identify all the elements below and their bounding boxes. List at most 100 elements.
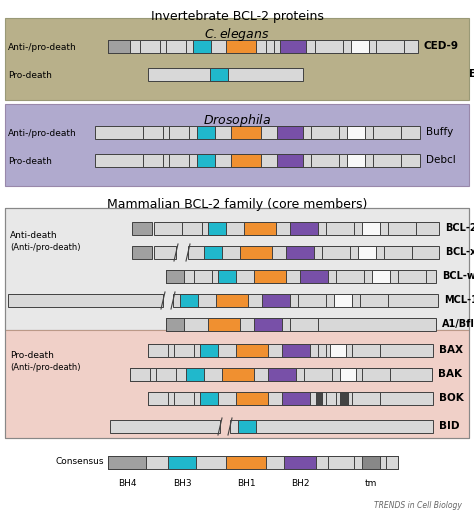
Bar	[216, 294, 248, 307]
Bar	[262, 294, 290, 307]
Text: CED-9: CED-9	[424, 41, 459, 51]
Bar	[168, 456, 196, 469]
Bar	[110, 420, 220, 433]
Text: BH1: BH1	[237, 479, 255, 488]
Bar	[148, 392, 433, 405]
Bar	[5, 330, 469, 438]
Text: BAX: BAX	[439, 345, 463, 355]
Bar	[326, 392, 336, 405]
Bar	[5, 208, 469, 438]
Bar	[182, 222, 202, 235]
Bar	[236, 344, 268, 357]
Bar	[132, 222, 152, 235]
Bar	[166, 40, 186, 53]
Text: EGL-1: EGL-1	[469, 69, 474, 79]
Bar	[362, 368, 390, 381]
Bar	[173, 294, 438, 307]
Bar	[328, 456, 354, 469]
Text: BOK: BOK	[439, 393, 464, 403]
Text: Pro-death: Pro-death	[8, 157, 52, 167]
Bar	[194, 270, 212, 283]
Text: Anti-/pro-death: Anti-/pro-death	[8, 130, 77, 139]
Text: Mammalian BCL-2 family (core members): Mammalian BCL-2 family (core members)	[107, 198, 367, 211]
Bar	[352, 392, 380, 405]
Bar	[351, 40, 369, 53]
Bar	[311, 154, 339, 167]
Bar	[240, 246, 272, 259]
Bar	[315, 40, 343, 53]
Bar	[362, 456, 380, 469]
Bar	[186, 368, 204, 381]
Bar	[347, 126, 365, 139]
Bar	[210, 68, 228, 81]
Bar	[238, 420, 256, 433]
Bar	[254, 318, 282, 331]
Bar	[398, 270, 426, 283]
Bar	[322, 246, 350, 259]
Text: BCL-w: BCL-w	[442, 271, 474, 281]
Text: $Drosophila$: $Drosophila$	[203, 112, 271, 129]
Bar	[108, 456, 146, 469]
Bar	[132, 246, 152, 259]
Bar	[154, 222, 439, 235]
Bar	[231, 154, 261, 167]
Text: TRENDS in Cell Biology: TRENDS in Cell Biology	[374, 501, 462, 510]
Bar	[373, 154, 401, 167]
Text: Anti-death: Anti-death	[10, 231, 58, 240]
Bar	[130, 368, 432, 381]
Bar	[148, 68, 303, 81]
Bar	[286, 246, 314, 259]
Bar	[143, 126, 163, 139]
Bar	[226, 456, 266, 469]
Bar	[290, 222, 318, 235]
Bar	[384, 246, 412, 259]
Bar	[330, 344, 346, 357]
Text: $C. elegans$: $C. elegans$	[204, 26, 270, 43]
Bar	[334, 294, 352, 307]
Text: Debcl: Debcl	[426, 155, 456, 165]
Bar	[166, 318, 436, 331]
Bar	[311, 126, 339, 139]
Bar	[352, 344, 380, 357]
Bar	[316, 392, 322, 405]
Bar	[5, 208, 469, 330]
Bar	[290, 318, 318, 331]
Bar	[277, 154, 303, 167]
Bar	[300, 270, 328, 283]
Bar	[360, 294, 388, 307]
Bar	[197, 154, 215, 167]
Bar	[166, 270, 184, 283]
Bar	[266, 40, 274, 53]
Bar	[188, 246, 439, 259]
Bar	[336, 270, 364, 283]
Bar	[236, 392, 268, 405]
Text: Buffy: Buffy	[426, 127, 453, 137]
Text: (Anti-/pro-death): (Anti-/pro-death)	[10, 243, 81, 253]
Bar	[166, 318, 184, 331]
Text: Invertebrate BCL-2 proteins: Invertebrate BCL-2 proteins	[151, 10, 323, 23]
Bar	[200, 392, 218, 405]
Bar	[156, 368, 176, 381]
Text: Anti-/pro-death: Anti-/pro-death	[8, 44, 77, 52]
Bar	[376, 40, 404, 53]
Bar	[208, 222, 226, 235]
Text: (Anti-/pro-death): (Anti-/pro-death)	[10, 363, 81, 373]
Bar	[218, 270, 236, 283]
Bar	[231, 126, 261, 139]
Bar	[169, 154, 189, 167]
Bar	[193, 40, 211, 53]
Bar	[222, 368, 254, 381]
Text: BCL-x$_L$: BCL-x$_L$	[445, 245, 474, 259]
Bar	[130, 368, 150, 381]
Bar	[254, 270, 286, 283]
Bar	[282, 344, 310, 357]
Text: Pro-death: Pro-death	[10, 351, 54, 361]
Bar	[362, 222, 380, 235]
Text: BCL-2: BCL-2	[445, 223, 474, 233]
Bar	[169, 126, 189, 139]
Text: BH2: BH2	[291, 479, 309, 488]
Bar	[373, 126, 401, 139]
Bar	[8, 294, 163, 307]
Bar	[298, 294, 326, 307]
Bar	[154, 246, 176, 259]
